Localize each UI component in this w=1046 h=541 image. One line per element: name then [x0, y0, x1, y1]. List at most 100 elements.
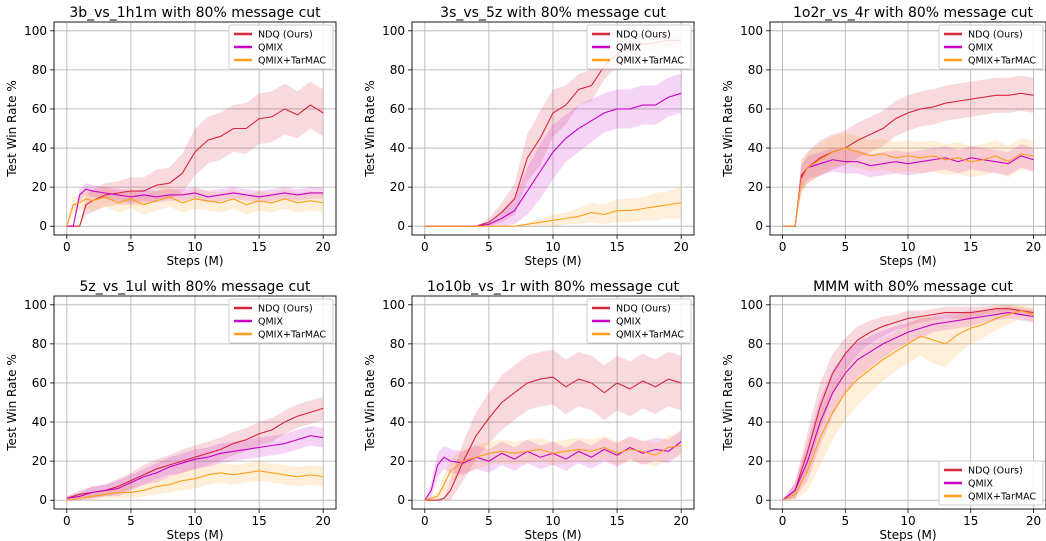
legend-label: NDQ (Ours) [968, 30, 1023, 41]
series-band-2 [66, 183, 324, 227]
x-tick-label: 20 [1026, 240, 1041, 254]
chart-title: 5z_vs_1ul with 80% message cut [79, 279, 311, 295]
y-tick-label: 100 [24, 298, 47, 312]
y-tick-label: 100 [740, 298, 763, 312]
y-tick-label: 20 [748, 180, 763, 194]
legend-label: NDQ (Ours) [258, 304, 313, 315]
x-axis-label: Steps (M) [524, 528, 581, 541]
legend-label: QMIX [968, 43, 993, 54]
y-tick-label: 60 [390, 102, 405, 116]
legend: NDQ (Ours) QMIX QMIX+TarMAC [586, 298, 692, 344]
x-axis-label: Steps (M) [524, 254, 581, 268]
x-tick-label: 0 [779, 514, 787, 528]
legend: NDQ (Ours) QMIX QMIX+TarMAC [938, 24, 1044, 70]
x-tick-label: 15 [609, 514, 624, 528]
legend: NDQ (Ours) QMIX QMIX+TarMAC [228, 24, 334, 70]
legend-label: QMIX [616, 43, 641, 54]
legend-label: QMIX+TarMAC [968, 56, 1036, 67]
y-tick-label: 20 [32, 180, 47, 194]
x-tick-label: 20 [316, 514, 331, 528]
x-tick-label: 0 [421, 514, 429, 528]
x-axis-label: Steps (M) [879, 528, 936, 541]
y-axis-label: Test Win Rate % [721, 354, 735, 452]
y-tick-label: 100 [382, 298, 405, 312]
y-axis-label: Test Win Rate % [363, 80, 377, 178]
x-tick-label: 0 [779, 240, 787, 254]
y-tick-label: 40 [390, 415, 405, 429]
y-tick-label: 60 [748, 102, 763, 116]
legend-box [938, 24, 1044, 70]
chart-title: MMM with 80% message cut [813, 279, 1013, 295]
plot-area [66, 396, 324, 501]
y-axis-label: Test Win Rate % [5, 354, 19, 452]
chart-panel-6: 0 5 10 15 20 0 20 40 60 80 100 MMM with 80% message… [721, 279, 1046, 541]
y-tick-label: 60 [390, 376, 405, 390]
y-tick-label: 100 [740, 24, 763, 38]
series-band-2 [424, 429, 682, 501]
x-tick-label: 10 [187, 514, 202, 528]
chart-panel-5: 0 5 10 15 20 0 20 40 60 80 100 1o10b_vs_1r with 80%… [363, 279, 695, 541]
legend: NDQ (Ours) QMIX QMIX+TarMAC [938, 460, 1044, 506]
series-band-1 [424, 34, 682, 227]
x-tick-label: 10 [900, 240, 915, 254]
x-tick-label: 10 [187, 240, 202, 254]
legend-label: NDQ (Ours) [258, 30, 313, 41]
x-tick-label: 10 [545, 240, 560, 254]
y-tick-label: 80 [390, 337, 405, 351]
x-tick-label: 20 [674, 514, 689, 528]
legend-label: NDQ (Ours) [616, 30, 671, 41]
x-tick-label: 5 [485, 240, 493, 254]
legend-box [586, 298, 692, 344]
y-tick-label: 60 [32, 376, 47, 390]
legend-label: QMIX+TarMAC [258, 56, 326, 67]
plot-area [66, 81, 324, 227]
y-tick-label: 40 [32, 141, 47, 155]
x-tick-label: 20 [316, 240, 331, 254]
legend-label: QMIX+TarMAC [258, 330, 326, 341]
x-axis-label: Steps (M) [166, 254, 223, 268]
series-band-1 [782, 75, 1034, 227]
chart-title: 3b_vs_1h1m with 80% message cut [69, 5, 321, 21]
y-tick-label: 0 [755, 219, 763, 233]
plot-area [782, 304, 1034, 501]
y-tick-label: 80 [32, 337, 47, 351]
chart-title: 1o10b_vs_1r with 80% message cut [427, 279, 680, 295]
legend-label: QMIX [258, 317, 283, 328]
chart-panel-3: 0 5 10 15 20 0 20 40 60 80 100 1o2r_vs_4r with 80% … [721, 5, 1046, 268]
y-tick-label: 80 [748, 63, 763, 77]
y-tick-label: 0 [397, 219, 405, 233]
legend-label: NDQ (Ours) [968, 466, 1023, 477]
y-axis-label: Test Win Rate % [721, 80, 735, 178]
legend-label: QMIX+TarMAC [616, 330, 684, 341]
legend: NDQ (Ours) QMIX QMIX+TarMAC [586, 24, 692, 70]
x-tick-label: 10 [545, 514, 560, 528]
series-band-2 [66, 425, 324, 501]
legend-box [938, 460, 1044, 506]
y-tick-label: 40 [748, 141, 763, 155]
x-tick-label: 15 [609, 240, 624, 254]
x-tick-label: 20 [674, 240, 689, 254]
series-band-2 [424, 73, 682, 227]
y-tick-label: 0 [39, 493, 47, 507]
plot-area [782, 75, 1034, 227]
y-tick-label: 40 [32, 415, 47, 429]
legend-label: QMIX [258, 43, 283, 54]
y-tick-label: 60 [748, 376, 763, 390]
chart-panel-1: 0 5 10 15 20 0 20 40 60 80 100 3b_vs_1h1m with 80% … [5, 5, 337, 268]
y-axis-label: Test Win Rate % [363, 354, 377, 452]
chart-title: 1o2r_vs_4r with 80% message cut [793, 5, 1033, 21]
y-tick-label: 80 [748, 337, 763, 351]
x-tick-label: 5 [841, 514, 849, 528]
legend-label: QMIX [968, 479, 993, 490]
x-tick-label: 15 [251, 240, 266, 254]
legend-label: NDQ (Ours) [616, 304, 671, 315]
y-axis-label: Test Win Rate % [5, 80, 19, 178]
series-line-1 [424, 376, 682, 501]
y-tick-label: 40 [748, 415, 763, 429]
series-band-1 [424, 349, 682, 501]
legend-label: QMIX [616, 317, 641, 328]
series-band-3 [782, 132, 1034, 227]
y-tick-label: 20 [390, 180, 405, 194]
x-tick-label: 5 [127, 240, 135, 254]
legend-label: QMIX+TarMAC [968, 492, 1036, 503]
